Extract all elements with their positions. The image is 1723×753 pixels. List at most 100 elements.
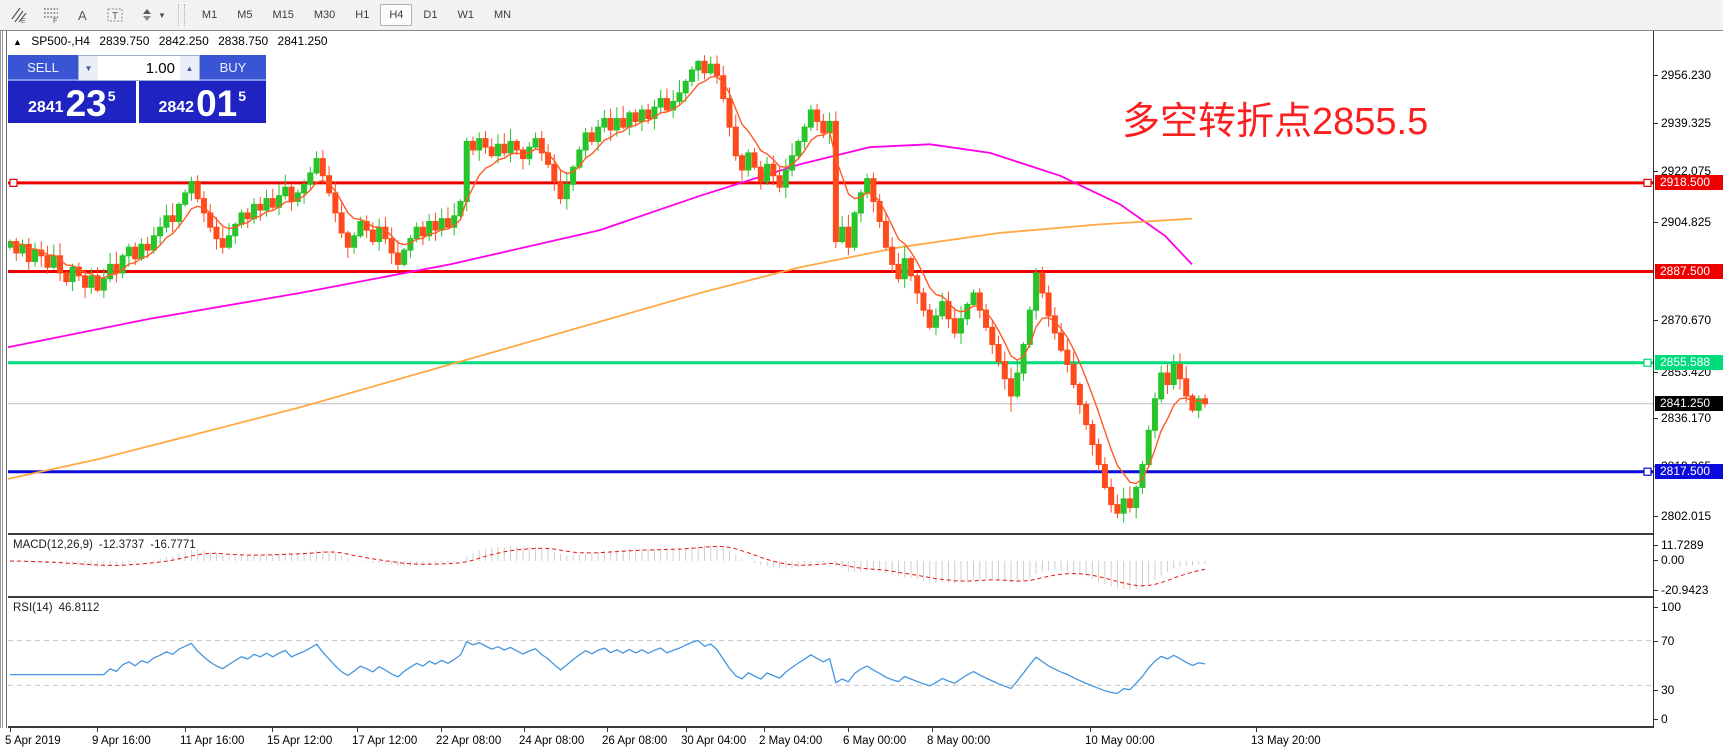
- time-tick: [10, 728, 11, 732]
- price-tick-label-tick: [1654, 418, 1658, 419]
- time-label: 6 May 00:00: [843, 735, 907, 747]
- rsi-line: [8, 639, 1653, 695]
- level-price-label: 2918.500: [1655, 175, 1723, 191]
- arrow-objects-icon[interactable]: [134, 3, 160, 27]
- text-box-icon[interactable]: T: [102, 3, 128, 27]
- time-label: 5 Apr 2019: [5, 735, 61, 747]
- macd-axis-label-tick: [1654, 590, 1658, 591]
- svg-text:F: F: [53, 18, 57, 24]
- volume-decrease-button[interactable]: ▼: [79, 56, 98, 80]
- rsi-axis-label-tick: [1654, 607, 1658, 608]
- time-tick: [607, 728, 608, 732]
- svg-text:A: A: [78, 8, 87, 23]
- timeframe-button-m15[interactable]: M15: [272, 9, 294, 21]
- price-tick-label-tick: [1654, 75, 1658, 76]
- high-value: 2842.250: [158, 34, 209, 48]
- time-label: 24 Apr 08:00: [519, 735, 585, 747]
- toolbar-separator: [177, 4, 185, 26]
- equidistant-channel-icon[interactable]: E: [6, 3, 32, 27]
- chart-ohlc-header: ▲ SP500-,H4 2839.750 2842.250 2838.750 2…: [13, 34, 334, 48]
- level-price-label: 2817.500: [1655, 464, 1723, 480]
- timeframe-button-w1[interactable]: W1: [457, 9, 474, 21]
- time-label: 9 Apr 16:00: [92, 735, 151, 747]
- current-price-label: 2841.250: [1655, 396, 1723, 412]
- macd-axis-label: -20.9423: [1661, 583, 1709, 597]
- price-axis[interactable]: 2956.230 2939.325 2922.075 2904.825 2870.670…: [1653, 31, 1723, 728]
- rsi-axis-label-tick: [1654, 690, 1658, 691]
- timeframe-button-h1[interactable]: H1: [355, 9, 370, 21]
- toolbar: E F A T ▼ M1 M5 M15 M30 H1 H4 D1 W1 MN: [0, 0, 1723, 31]
- rsi-axis-label: 70: [1661, 634, 1675, 648]
- time-tick: [686, 728, 687, 732]
- symbol-period-label: SP500-,H4: [31, 34, 90, 48]
- rsi-label: RSI(14) 46.8112: [13, 602, 100, 614]
- time-tick: [185, 728, 186, 732]
- rsi-indicator-canvas[interactable]: [8, 598, 1653, 728]
- volume-input[interactable]: 1.00: [98, 56, 180, 80]
- time-tick: [441, 728, 442, 732]
- time-tick: [1256, 728, 1257, 732]
- time-tick: [357, 728, 358, 732]
- svg-text:E: E: [21, 18, 26, 24]
- candlestick-chart[interactable]: [7, 31, 1653, 533]
- time-label: 13 May 20:00: [1251, 735, 1321, 747]
- price-tick-label-tick: [1654, 320, 1658, 321]
- buy-price-point: 5: [238, 88, 247, 104]
- level-price-label: 2855.588: [1655, 355, 1723, 371]
- time-label: 2 May 04:00: [759, 735, 823, 747]
- timeframe-button-d1[interactable]: D1: [423, 9, 438, 21]
- timeframe-button-m5[interactable]: M5: [237, 9, 253, 21]
- macd-label: MACD(12,26,9) -12.3737 -16.7771: [13, 539, 196, 551]
- time-label: 26 Apr 08:00: [602, 735, 668, 747]
- time-label: 15 Apr 12:00: [267, 735, 333, 747]
- volume-increase-button[interactable]: ▲: [180, 56, 199, 80]
- timeframe-button-m1[interactable]: M1: [201, 9, 218, 21]
- time-label: 8 May 00:00: [927, 735, 991, 747]
- low-value: 2838.750: [218, 34, 269, 48]
- price-chart-canvas[interactable]: [7, 31, 1653, 535]
- sell-button[interactable]: 2841 23 5: [8, 81, 136, 123]
- sell-price-figure: 2841: [27, 99, 64, 116]
- macd-axis-label-tick: [1654, 545, 1658, 546]
- timeframe-button-mn[interactable]: MN: [493, 9, 512, 21]
- volume-stepper: ▼ 1.00 ▲: [78, 55, 200, 81]
- price-tick-label: 2836.170: [1661, 411, 1712, 425]
- price-tick-label: 2870.670: [1661, 313, 1712, 327]
- time-tick: [848, 728, 849, 732]
- close-value: 2841.250: [277, 34, 328, 48]
- macd-axis-label: 0.00: [1661, 553, 1685, 567]
- rsi-axis-label: 0: [1661, 712, 1668, 726]
- buy-price-figure: 2842: [158, 99, 195, 116]
- open-value: 2839.750: [99, 34, 150, 48]
- arrow-objects-dropdown-caret-icon[interactable]: ▼: [158, 10, 166, 20]
- one-click-trading-widget: SELL ▼ 1.00 ▲ BUY 2841 23 5 2842 01 5: [8, 55, 266, 123]
- rsi-axis-label: 100: [1661, 600, 1682, 614]
- window-left-edge: [0, 31, 7, 753]
- timeframe-button-h4[interactable]: H4: [380, 4, 413, 26]
- level-price-label: 2887.500: [1655, 264, 1723, 280]
- time-label: 17 Apr 12:00: [352, 735, 418, 747]
- time-tick: [524, 728, 525, 732]
- rsi-axis-label-tick: [1654, 719, 1658, 720]
- sell-caption: SELL: [8, 55, 78, 81]
- buy-button[interactable]: 2842 01 5: [138, 81, 266, 124]
- time-label: 11 Apr 16:00: [180, 735, 245, 747]
- macd-indicator-canvas[interactable]: [8, 535, 1653, 598]
- price-tick-label-tick: [1654, 222, 1658, 223]
- time-label: 22 Apr 08:00: [436, 735, 502, 747]
- time-axis[interactable]: 5 Apr 2019 9 Apr 16:00 11 Apr 16:00 15 Apr …: [0, 728, 1723, 753]
- chart-text-annotation[interactable]: 多空转折点2855.5: [1122, 101, 1429, 143]
- price-tick-label-tick: [1654, 171, 1658, 172]
- fibonacci-icon[interactable]: F: [38, 3, 64, 27]
- buy-price-pips: 01: [196, 82, 238, 124]
- timeframe-button-m30[interactable]: M30: [313, 9, 336, 21]
- text-label-icon[interactable]: A: [70, 3, 96, 27]
- window-border: [0, 30, 1723, 31]
- collapse-arrow-icon[interactable]: ▲: [13, 37, 22, 47]
- time-label: 10 May 00:00: [1085, 735, 1155, 747]
- time-tick: [1090, 728, 1091, 732]
- price-tick-label: 2802.015: [1661, 509, 1712, 523]
- time-tick: [764, 728, 765, 732]
- price-tick-label: 2956.230: [1661, 68, 1712, 82]
